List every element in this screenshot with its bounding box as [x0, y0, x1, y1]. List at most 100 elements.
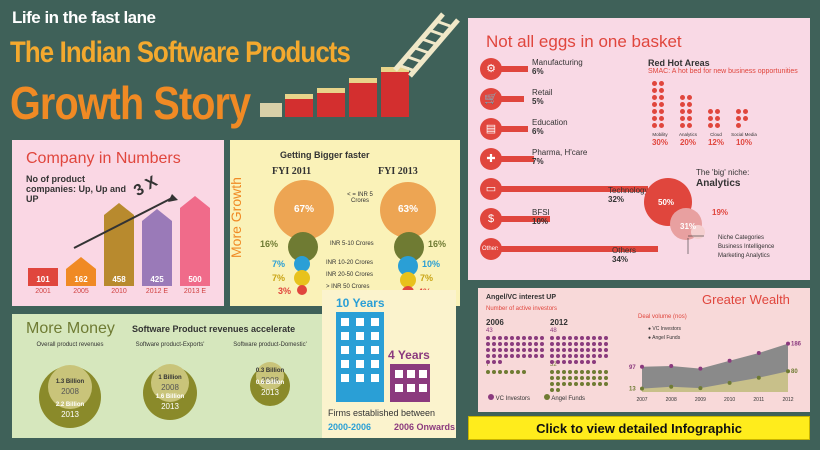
- investor-dot: [568, 376, 572, 380]
- sector-name: Education: [532, 118, 568, 127]
- fy11-circle-4: [294, 270, 310, 286]
- years4-value: 4: [388, 348, 395, 362]
- investor-dot: [574, 370, 578, 374]
- vc-start-label: 97: [629, 365, 636, 371]
- investor-dot: [550, 348, 554, 352]
- investor-dot: [574, 376, 578, 380]
- building-purple-icon: [390, 364, 430, 402]
- investor-dot: [498, 370, 502, 374]
- investor-dot: [598, 382, 602, 386]
- investor-dot: [604, 348, 608, 352]
- investor-dot: [556, 376, 560, 380]
- header-kicker: Life in the fast lane: [12, 8, 156, 27]
- investor-dot: [498, 348, 502, 352]
- hot-dot: [652, 123, 657, 128]
- money-circle-inner: [48, 365, 92, 409]
- deal-volume-chart: 2007 2008 2009 2010 2011 2012 97 13 186 80: [629, 341, 802, 402]
- wealth-title: Greater Wealth: [702, 292, 790, 307]
- hot-dot: [736, 109, 741, 114]
- hot-dot: [659, 123, 664, 128]
- investor-dot: [580, 336, 584, 340]
- company-bar-year: 2012 E: [145, 288, 169, 295]
- hot-dot: [708, 116, 713, 121]
- hot-dot: [687, 116, 692, 121]
- sector-bar: [498, 216, 550, 222]
- year-2012: 2012: [550, 318, 568, 327]
- investor-dot: [492, 348, 496, 352]
- years4-label: Years: [397, 348, 430, 362]
- investor-dot: [568, 360, 572, 364]
- legend-vc-label: VC Investors: [495, 396, 531, 402]
- hot-dot: [715, 116, 720, 121]
- hot-item-pct: 12%: [707, 138, 724, 147]
- investor-dot: [540, 336, 544, 340]
- hot-dot: [736, 123, 741, 128]
- sector-bar: [498, 96, 524, 102]
- red-hot-title: Red Hot Areas: [648, 58, 710, 68]
- fy13-circle-4: [400, 272, 416, 288]
- company-bar-value: 101: [36, 275, 50, 284]
- fy11-circle-5: [297, 285, 307, 295]
- investor-dot: [562, 348, 566, 352]
- investor-dot: [604, 376, 608, 380]
- header-title-line2: Growth Story: [10, 77, 251, 129]
- view-infographic-button[interactable]: Click to view detailed Infographic: [468, 416, 810, 440]
- investor-dot: [486, 348, 490, 352]
- investor-dot: [586, 342, 590, 346]
- investor-dot: [562, 360, 566, 364]
- hot-dot: [652, 109, 657, 114]
- investor-dot: [540, 348, 544, 352]
- company-year-axis: 2001 2005 2010 2012 E 2013 E: [28, 288, 218, 298]
- investor-dot: [592, 376, 596, 380]
- sector-name: Others: [612, 246, 637, 255]
- money-2008-value: 1.3 Billion: [55, 379, 85, 385]
- investor-dot: [592, 342, 596, 346]
- hot-dot: [715, 123, 720, 128]
- firms-caption: Firms established between: [328, 408, 436, 418]
- investor-dot: [574, 382, 578, 386]
- hot-item-name: Analytics: [678, 132, 697, 137]
- stairs-ladder-graphic: [260, 12, 460, 117]
- x-tick-label: 2008: [666, 397, 677, 402]
- investor-dot: [550, 354, 554, 358]
- money-2008-value: 1 Billion: [158, 375, 182, 381]
- x-tick-label: 2007: [636, 397, 647, 402]
- growth-row-label-2: INR 5-10 Crores: [330, 241, 374, 247]
- hot-item-pct: 30%: [651, 138, 668, 147]
- investor-dot: [598, 370, 602, 374]
- investor-dot: [598, 376, 602, 380]
- data-point: [756, 351, 761, 355]
- sector-icon: ▭: [480, 178, 502, 200]
- investor-dot: [528, 342, 532, 346]
- hot-dot: [680, 102, 685, 107]
- investor-dot: [556, 342, 560, 346]
- investor-dot: [486, 354, 490, 358]
- investor-dot: [498, 336, 502, 340]
- growth-row-label-5: > INR 50 Crores: [326, 284, 370, 290]
- investor-dot: [604, 370, 608, 374]
- sector-pct: 34%: [612, 255, 629, 264]
- niche-legend-1: Niche Categories: [718, 235, 765, 241]
- hot-dot: [708, 109, 713, 114]
- investor-dot: [562, 376, 566, 380]
- sector-pct: 6%: [532, 127, 544, 136]
- money-2008-value: 0.3 Billion: [255, 368, 285, 374]
- investor-dot: [516, 342, 520, 346]
- investor-dot: [562, 382, 566, 386]
- niche-legend: Niche Categories Business Intelligence M…: [718, 234, 774, 261]
- company-bar-year: 2005: [73, 288, 89, 295]
- investor-dot: [550, 388, 554, 392]
- chart-legend-vc: ● VC Investors: [648, 326, 682, 332]
- fy13-val-4: 7%: [420, 273, 434, 283]
- money-2008-year: 2008: [61, 387, 79, 396]
- sector-label: Education 6%: [532, 118, 568, 136]
- years10-label: Years: [352, 296, 385, 310]
- investor-dot: [550, 370, 554, 374]
- investor-dot: [504, 348, 508, 352]
- investor-dot: [498, 354, 502, 358]
- investor-dot: [550, 360, 554, 364]
- money-circle-inner: [256, 362, 284, 390]
- niche-p31: 31%: [680, 222, 697, 231]
- active-investors-label: Number of active investors: [486, 306, 558, 312]
- x-tick-label: 2009: [695, 397, 706, 402]
